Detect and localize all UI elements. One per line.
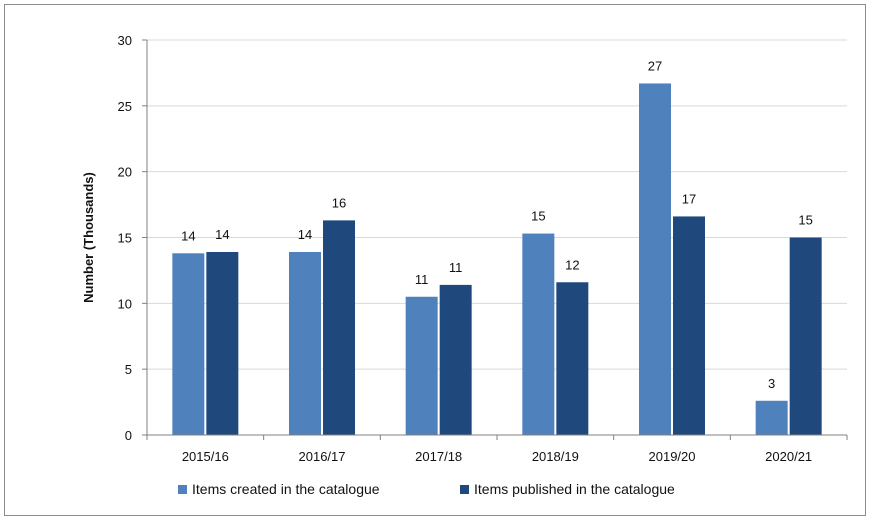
x-tick-label: 2018/19 [532, 449, 579, 464]
y-tick-label: 25 [118, 99, 132, 114]
bar-created [639, 83, 671, 435]
bar-published [789, 237, 822, 435]
y-tick-label: 15 [118, 231, 132, 246]
y-tick-label: 0 [125, 428, 132, 443]
data-label: 12 [565, 257, 579, 272]
x-axis-ticks: 2015/16 2016/17 2017/18 2018/19 2019/20 2020/… [146, 435, 848, 464]
bar-published [556, 282, 589, 435]
data-label: 11 [449, 260, 463, 275]
data-label: 14 [215, 227, 229, 242]
data-label: 17 [682, 191, 696, 206]
x-tick-label: 2020/21 [765, 449, 812, 464]
y-tick-label: 5 [125, 362, 132, 377]
bar-created [522, 233, 555, 435]
y-tick-label: 10 [118, 296, 132, 311]
data-label: 11 [415, 272, 429, 287]
bar-published [206, 251, 239, 435]
data-label: 15 [798, 213, 812, 228]
data-label: 3 [768, 376, 775, 391]
data-label: 14 [181, 228, 195, 243]
bar-created [172, 253, 205, 435]
x-tick-label: 2017/18 [415, 449, 462, 464]
data-labels: 14 14 14 16 11 11 15 12 27 17 3 15 [181, 58, 813, 390]
bar-published [439, 284, 472, 435]
bar-published [323, 220, 355, 435]
y-axis-title: Number (Thousands) [81, 172, 96, 303]
gridlines [147, 39, 847, 370]
y-axis-ticks: 0 5 10 15 20 25 30 [118, 33, 147, 443]
bar-published [673, 216, 705, 435]
y-tick-label: 20 [118, 165, 132, 180]
y-tick-label: 30 [118, 33, 132, 48]
legend-label-published: Items published in the catalogue [474, 481, 675, 497]
bar-created [289, 251, 321, 435]
legend-swatch-published [460, 485, 469, 494]
x-tick-label: 2016/17 [299, 449, 346, 464]
x-tick-label: 2019/20 [649, 449, 696, 464]
bar-created [405, 296, 438, 435]
data-label: 16 [332, 195, 346, 210]
data-label: 15 [531, 209, 545, 224]
bars [172, 83, 822, 435]
data-label: 14 [298, 227, 312, 242]
legend-label-created: Items created in the catalogue [192, 481, 380, 497]
data-label: 27 [648, 58, 662, 73]
bar-created [755, 400, 788, 435]
legend: Items created in the catalogue Items publ… [178, 481, 675, 497]
x-tick-label: 2015/16 [182, 449, 229, 464]
legend-swatch-created [178, 485, 187, 494]
